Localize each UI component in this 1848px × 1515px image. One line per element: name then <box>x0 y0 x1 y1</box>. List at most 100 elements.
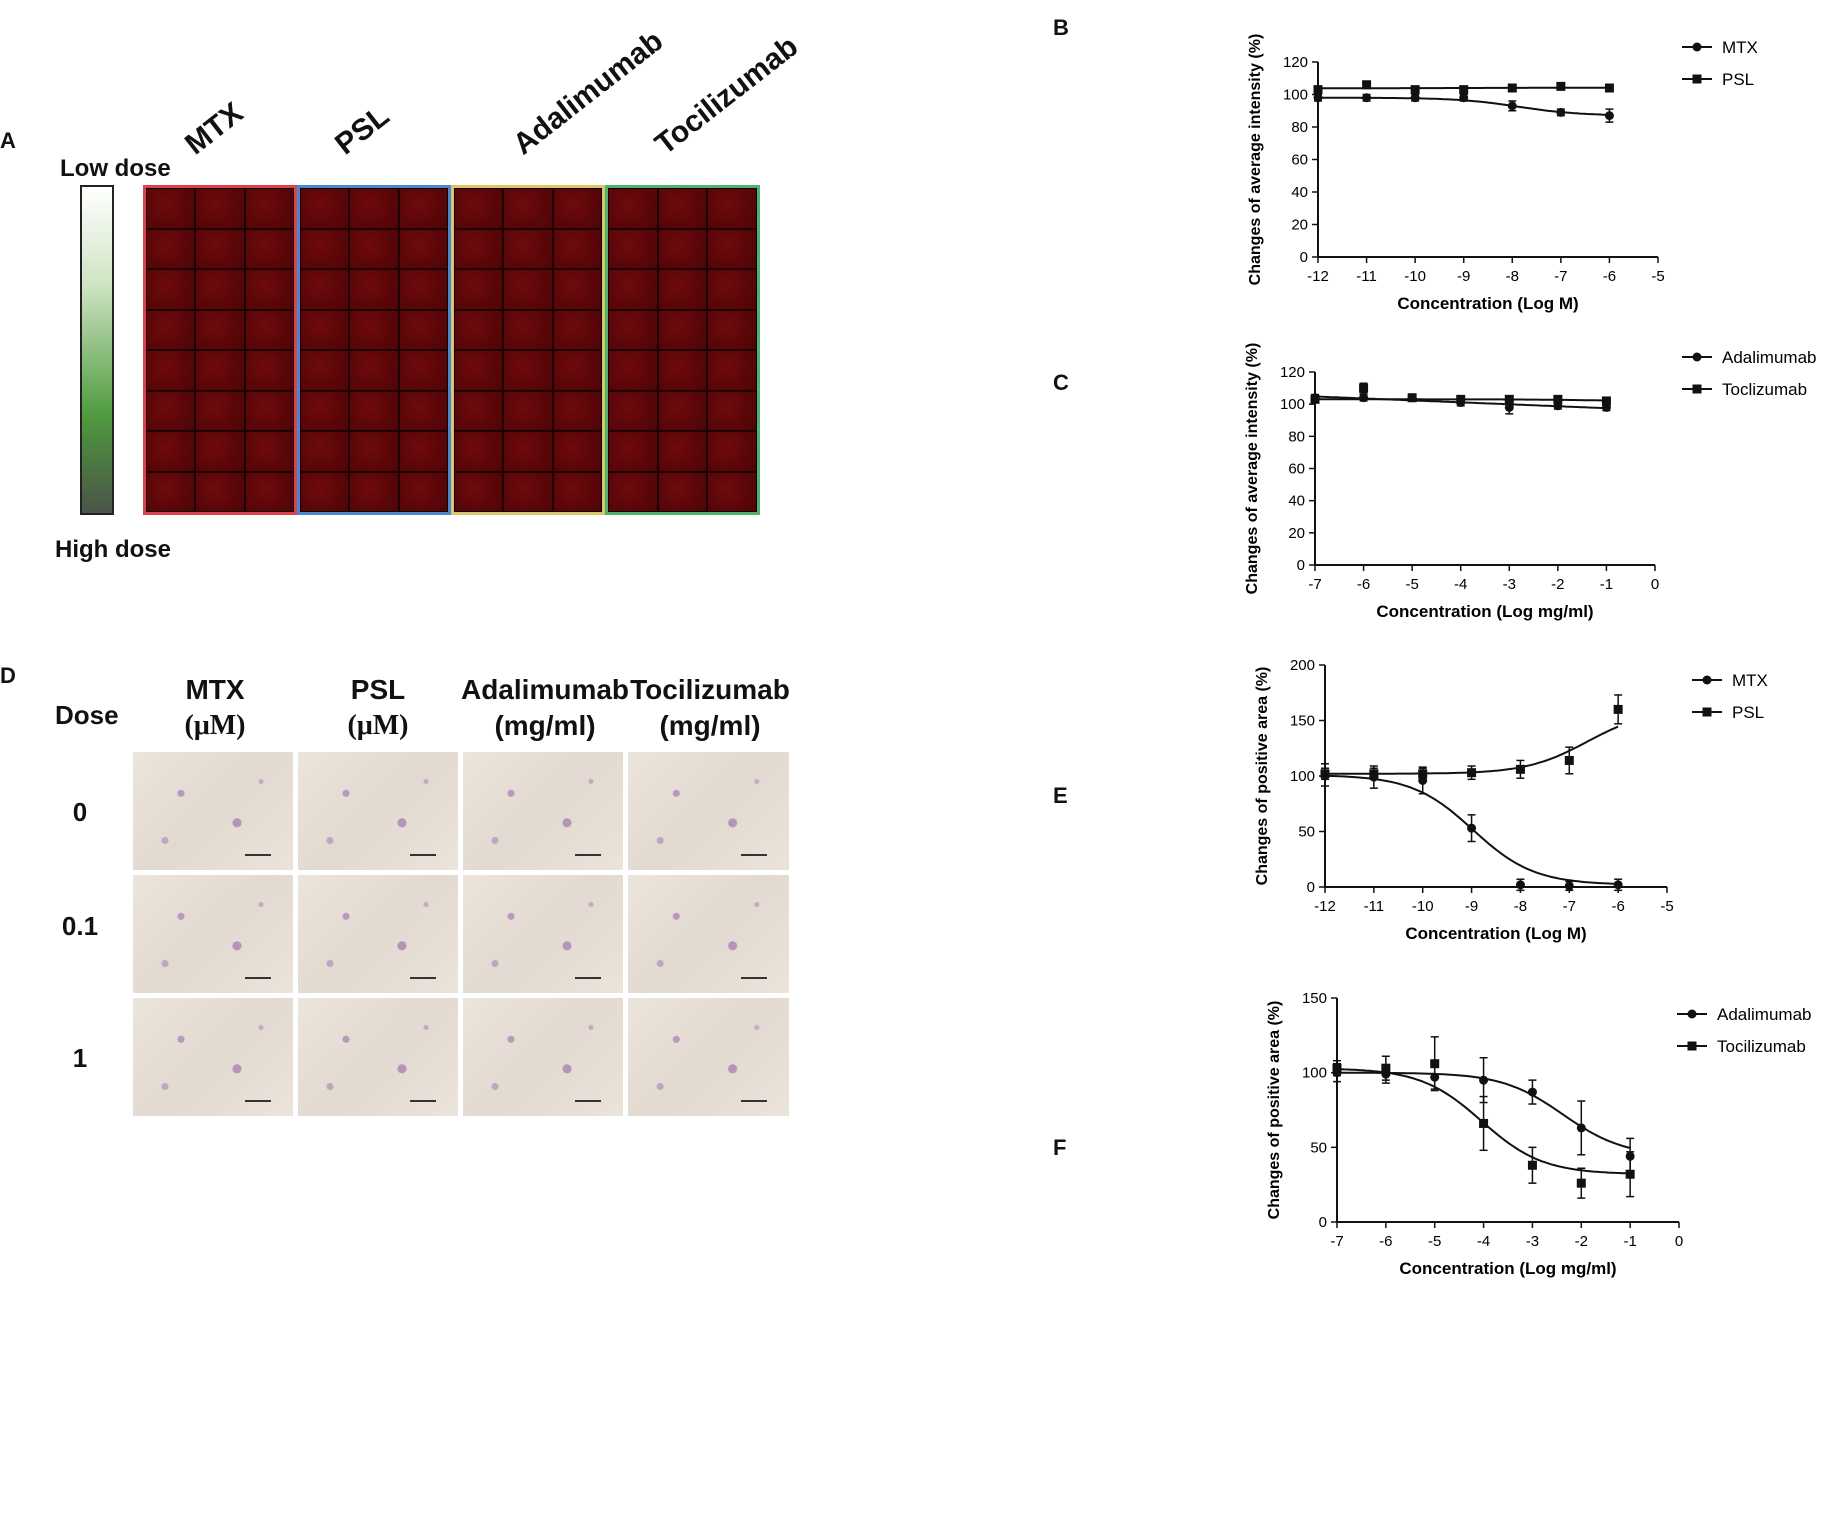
legend-marker <box>1687 1009 1697 1019</box>
legend-marker <box>1702 675 1712 685</box>
x-tick-label: -7 <box>1330 1233 1343 1250</box>
fluorescence-well <box>707 309 757 350</box>
micrograph-mtx-dose-0 <box>133 752 293 870</box>
legend-label: PSL <box>1732 703 1764 722</box>
fluorescence-well <box>398 269 448 310</box>
fluorescence-well <box>398 188 448 229</box>
chart-e: 0 50 100 150 200 -12 -11 -10 -9 -8 -7 -6 -5 Concentra… <box>1254 657 1768 943</box>
fluorescence-well <box>195 471 245 512</box>
scale-bar <box>245 977 271 979</box>
chart-b: 0 20 40 60 80 100 120 -12 -11 -10 -9 -8 -7 -6 -5 Concen… <box>1247 34 1758 313</box>
fluorescence-well <box>349 431 399 472</box>
y-tick-label: 20 <box>1288 525 1305 542</box>
y-tick-label: 60 <box>1288 461 1305 478</box>
y-tick-label: 80 <box>1288 428 1305 445</box>
fluorescence-well <box>195 431 245 472</box>
x-axis-label: Concentration (Log mg/ml) <box>1376 602 1593 621</box>
x-tick-label: -12 <box>1307 268 1329 285</box>
fluorescence-well <box>146 309 196 350</box>
data-point <box>1479 1118 1489 1128</box>
scale-bar <box>410 1100 436 1102</box>
scale-bar <box>410 854 436 856</box>
data-point <box>1613 704 1623 714</box>
legend-marker <box>1692 42 1702 52</box>
x-tick-label: -12 <box>1314 898 1336 915</box>
data-point <box>1456 394 1466 404</box>
fluorescence-well <box>657 188 708 229</box>
fluorescence-well <box>552 269 602 310</box>
data-point <box>1507 83 1517 93</box>
x-axis-label: Concentration (Log M) <box>1397 294 1578 313</box>
data-point <box>1479 1075 1489 1085</box>
fluorescence-well <box>195 350 245 391</box>
micrograph-adalimumab-dose-0-1 <box>463 875 623 993</box>
x-tick-label: -3 <box>1503 576 1516 593</box>
fluorescence-well <box>244 390 294 431</box>
legend-marker <box>1692 74 1702 84</box>
fluorescence-well <box>707 350 757 391</box>
x-tick-label: -4 <box>1454 576 1467 593</box>
x-tick-label: -5 <box>1651 268 1664 285</box>
fluorescence-well <box>349 228 399 269</box>
x-tick-label: -5 <box>1660 898 1673 915</box>
fluorescence-well <box>552 471 602 512</box>
y-tick-label: 100 <box>1290 768 1315 785</box>
x-tick-label: -7 <box>1563 898 1576 915</box>
data-point <box>1407 393 1417 403</box>
data-point <box>1527 1087 1537 1097</box>
panel-f-letter: F <box>1053 1135 1067 1160</box>
fluorescence-well <box>244 188 294 229</box>
y-axis-label: Changes of average intensity (%) <box>1247 34 1264 286</box>
fluorescence-well <box>608 228 658 269</box>
data-point <box>1625 1169 1635 1179</box>
micrograph-grid <box>133 752 789 1116</box>
data-point <box>1410 93 1420 103</box>
fluorescence-group-tocilizumab <box>605 185 760 515</box>
x-tick-label: -11 <box>1356 268 1377 285</box>
fluorescence-well <box>657 269 708 310</box>
y-tick-label: 50 <box>1298 824 1315 841</box>
data-point <box>1467 823 1477 833</box>
fluorescence-well <box>552 228 602 269</box>
fluorescence-well <box>146 390 196 431</box>
fluorescence-well <box>608 269 658 310</box>
data-point <box>1515 880 1525 890</box>
data-point <box>1418 769 1428 779</box>
fluorescence-well <box>300 471 350 512</box>
fluorescence-group-mtx <box>143 185 297 515</box>
fluorescence-well <box>454 471 504 512</box>
fluorescence-well <box>146 188 196 229</box>
fluorescence-well <box>349 471 399 512</box>
fluorescence-well <box>657 471 708 512</box>
data-point <box>1613 880 1623 890</box>
micro-column-mtx: MTX (μM) <box>135 672 295 744</box>
fluorescence-well <box>608 390 658 431</box>
y-tick-label: 80 <box>1291 119 1308 136</box>
legend-label: Adalimumab <box>1717 1005 1812 1024</box>
legend-label: Tocilizumab <box>1717 1037 1806 1056</box>
data-point <box>1576 1123 1586 1133</box>
micro-column-psl: PSL (μM) <box>298 672 458 744</box>
y-tick-label: 100 <box>1283 87 1308 104</box>
legend-marker <box>1702 707 1712 717</box>
data-point <box>1515 764 1525 774</box>
dose-row-label-0-1: 0.1 <box>61 911 99 941</box>
y-axis-label: Changes of average intensity (%) <box>1244 343 1261 595</box>
low-dose-label: Low dose <box>60 155 171 182</box>
fluorescence-well <box>707 431 757 472</box>
fluorescence-well <box>244 309 294 350</box>
data-point <box>1313 93 1323 103</box>
x-tick-label: -2 <box>1575 1233 1588 1250</box>
fluorescence-well <box>454 309 504 350</box>
fluorescence-plate <box>143 185 760 515</box>
scale-bar <box>741 854 767 856</box>
fluorescence-well <box>300 228 350 269</box>
scale-bar <box>245 854 271 856</box>
fluorescence-well <box>300 188 350 229</box>
x-tick-label: -1 <box>1600 576 1613 593</box>
fluorescence-well <box>503 390 553 431</box>
x-tick-label: -8 <box>1506 268 1519 285</box>
high-dose-label: High dose <box>55 536 172 563</box>
y-tick-label: 20 <box>1291 217 1308 234</box>
dose-row-label-0: 0 <box>72 797 88 827</box>
